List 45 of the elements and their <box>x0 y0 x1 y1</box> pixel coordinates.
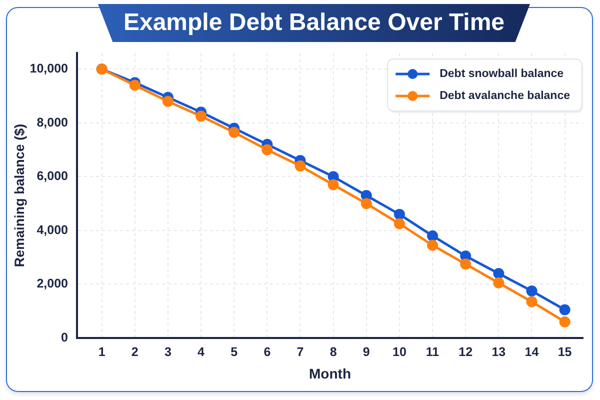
point <box>162 96 174 107</box>
x-tick-label: 15 <box>558 344 572 359</box>
point <box>394 218 405 230</box>
y-axis-title: Remaining balance ($) <box>12 124 27 268</box>
point <box>493 268 504 279</box>
x-tick-label: 2 <box>131 344 138 359</box>
x-tick-label: 12 <box>458 344 473 359</box>
x-tick-label: 5 <box>230 344 238 359</box>
x-tick-label: 8 <box>330 344 337 359</box>
point <box>559 316 570 328</box>
point <box>262 144 273 156</box>
point <box>294 160 306 172</box>
point <box>129 80 140 91</box>
legend-label: Debt snowball balance <box>440 68 564 80</box>
chart-title: Example Debt Balance Over Time <box>123 9 505 37</box>
y-tick-label: 8,000 <box>36 115 68 130</box>
x-tick-label: 14 <box>524 344 539 359</box>
legend-label: Debt avalanche balance <box>440 90 570 102</box>
point <box>460 258 472 270</box>
x-tick-label: 3 <box>164 344 172 359</box>
y-tick-label: 10,000 <box>30 62 68 76</box>
y-tick-label: 2,000 <box>36 276 68 291</box>
y-tick-label: 0 <box>61 330 68 344</box>
x-tick-label: 13 <box>492 344 506 359</box>
point <box>360 198 372 210</box>
y-tick-label: 6,000 <box>36 169 68 184</box>
x-tick-label: 1 <box>98 344 106 359</box>
point <box>427 240 438 251</box>
point <box>427 230 438 242</box>
point <box>328 179 339 190</box>
point <box>526 296 538 308</box>
point <box>394 208 405 220</box>
x-tick-label: 9 <box>362 344 370 359</box>
point <box>493 277 504 288</box>
x-axis-title: Month <box>309 365 351 382</box>
point <box>228 126 240 138</box>
y-tick-label: 4,000 <box>36 222 68 237</box>
x-tick-label: 10 <box>392 344 406 359</box>
point <box>526 285 538 296</box>
x-tick-label: 4 <box>198 344 205 359</box>
point <box>559 304 570 316</box>
x-tick-label: 11 <box>426 344 440 359</box>
x-tick-label: 6 <box>264 344 271 359</box>
point <box>196 110 207 122</box>
x-tick-label: 7 <box>296 344 304 359</box>
